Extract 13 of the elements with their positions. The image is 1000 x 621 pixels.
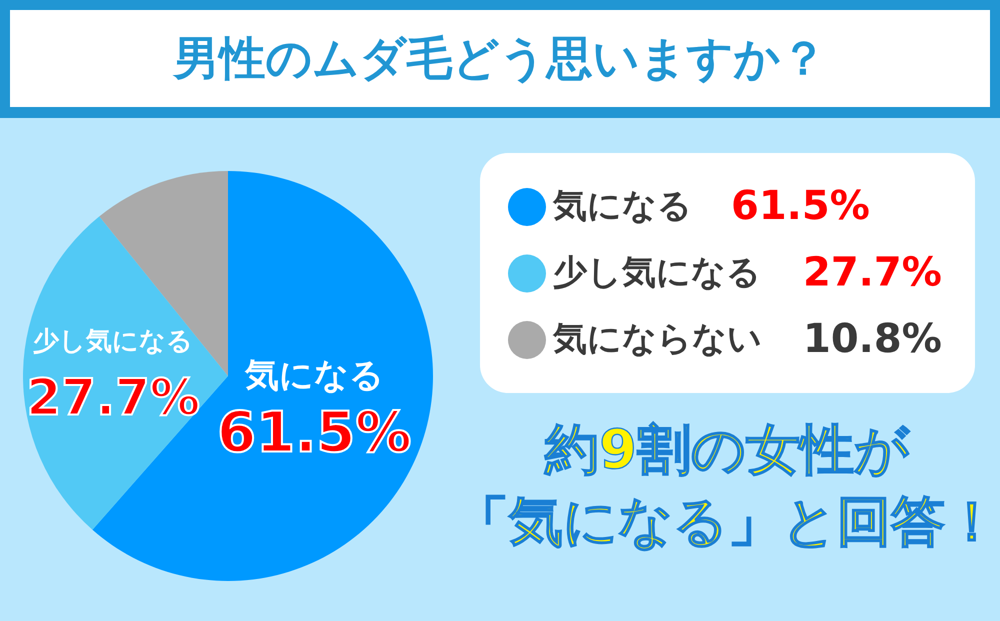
text: 約9割の女性が xyxy=(544,418,910,481)
data-label: 61.5% xyxy=(217,400,412,466)
text: 「気になる」と回答！ xyxy=(455,490,999,553)
data-label: 10.8% xyxy=(803,316,942,362)
chart-title: 男性のムダ毛どう思いますか？ xyxy=(172,31,826,85)
text: 27.7% xyxy=(803,250,942,296)
legend-label: 気にならない xyxy=(552,319,762,359)
slice-label: 気になる xyxy=(244,356,384,396)
slice-label: 少し気になる xyxy=(33,326,194,356)
legend-label: 少し気になる xyxy=(553,252,761,292)
text: 61.5% xyxy=(731,183,870,229)
data-label: 27.7% xyxy=(26,368,200,426)
legend-label: 気になる xyxy=(552,186,692,226)
